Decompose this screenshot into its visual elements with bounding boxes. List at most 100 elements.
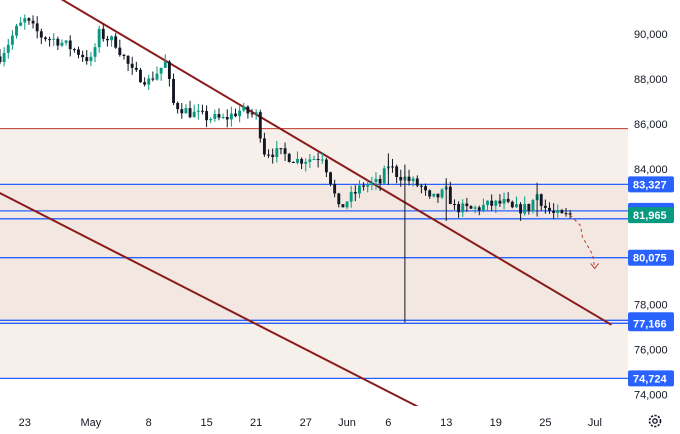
candle-body bbox=[486, 200, 489, 205]
candle-body bbox=[378, 178, 382, 184]
candle-body bbox=[510, 201, 514, 208]
candle-body bbox=[77, 49, 80, 55]
candle-body bbox=[358, 185, 361, 194]
candle-body bbox=[498, 200, 502, 204]
x-tick-label: Jul bbox=[588, 417, 602, 429]
candle-body bbox=[159, 67, 163, 74]
candle-body bbox=[527, 203, 531, 211]
candle-body bbox=[101, 28, 105, 39]
candle-body bbox=[329, 172, 332, 185]
candle-body bbox=[167, 61, 171, 79]
candle-body bbox=[262, 138, 266, 155]
candle-body bbox=[279, 148, 283, 150]
y-tick-label: 74,000 bbox=[634, 390, 668, 402]
y-tick-label: 76,000 bbox=[634, 345, 668, 357]
candle-body bbox=[234, 113, 237, 117]
candle-body bbox=[19, 22, 23, 26]
candle-body bbox=[64, 40, 68, 43]
candle-body bbox=[130, 63, 134, 68]
gear-icon[interactable] bbox=[648, 414, 662, 428]
candle-body bbox=[382, 168, 386, 184]
candle-body bbox=[415, 178, 419, 186]
level-badge-4: 80,075 bbox=[633, 253, 667, 265]
x-tick-label: 8 bbox=[146, 417, 152, 429]
x-tick-label: Jun bbox=[338, 417, 356, 429]
candle-body bbox=[366, 184, 370, 187]
y-tick-label: 88,000 bbox=[634, 74, 668, 86]
candle-body bbox=[184, 108, 188, 114]
candle-body bbox=[180, 109, 184, 114]
candle-body bbox=[172, 78, 175, 104]
x-tick-label: May bbox=[81, 417, 102, 429]
candle-body bbox=[316, 159, 320, 161]
candle-body bbox=[254, 112, 258, 114]
candle-body bbox=[523, 203, 527, 214]
candle-body bbox=[122, 54, 126, 57]
gear-teeth bbox=[648, 414, 662, 428]
candle-body bbox=[440, 189, 444, 198]
candle-body bbox=[461, 203, 465, 213]
level-badge-1: 83,327 bbox=[633, 179, 667, 191]
candle-body bbox=[399, 176, 403, 181]
candles-group bbox=[0, 14, 572, 323]
candle-body bbox=[469, 206, 473, 209]
candle-body bbox=[432, 193, 436, 197]
level-badge-6: 77,166 bbox=[633, 318, 667, 330]
candle-body bbox=[35, 23, 39, 32]
level-badge-6-bg bbox=[628, 315, 674, 332]
candle-body bbox=[515, 204, 518, 208]
candle-body bbox=[283, 148, 287, 154]
candle-body bbox=[188, 108, 192, 118]
candle-body bbox=[539, 194, 543, 206]
candle-body bbox=[163, 61, 167, 68]
x-tick-label: 13 bbox=[440, 417, 452, 429]
candle-body bbox=[370, 181, 374, 185]
y-tick-label: 84,000 bbox=[634, 164, 668, 176]
candle-body bbox=[308, 159, 312, 162]
candle-body bbox=[196, 110, 200, 112]
candle-body bbox=[89, 56, 93, 62]
candle-body bbox=[192, 111, 196, 118]
candle-body bbox=[391, 166, 394, 168]
candle-body bbox=[27, 18, 31, 21]
candle-body bbox=[506, 198, 510, 202]
candle-body bbox=[60, 42, 64, 46]
candle-body bbox=[221, 117, 225, 119]
candle-body bbox=[552, 210, 556, 213]
candle-body bbox=[304, 161, 308, 164]
candle-body bbox=[10, 35, 14, 45]
candle-body bbox=[564, 213, 568, 215]
candle-body bbox=[312, 159, 316, 161]
candle-body bbox=[6, 44, 10, 53]
candle-body bbox=[424, 186, 427, 191]
candle-body bbox=[477, 207, 481, 211]
candle-body bbox=[15, 25, 18, 36]
candle-body bbox=[56, 38, 60, 46]
trendline-1 bbox=[0, 191, 431, 414]
candle-body bbox=[225, 117, 229, 120]
candle-body bbox=[494, 200, 498, 206]
candle-body bbox=[139, 69, 142, 83]
candle-body bbox=[300, 158, 304, 164]
x-tick-label: 6 bbox=[385, 417, 391, 429]
candle-body bbox=[353, 192, 357, 194]
projection-path bbox=[569, 214, 596, 269]
candle-body bbox=[531, 200, 535, 211]
candle-body bbox=[250, 113, 254, 115]
x-tick-label: 27 bbox=[300, 417, 312, 429]
candle-body bbox=[490, 200, 494, 206]
candle-body bbox=[23, 18, 27, 23]
candle-body bbox=[411, 178, 415, 182]
candle-body bbox=[345, 201, 349, 208]
candle-body bbox=[374, 178, 378, 182]
candle-body bbox=[44, 37, 47, 40]
candle-body bbox=[349, 192, 353, 202]
candle-body bbox=[337, 193, 341, 205]
candle-body bbox=[258, 112, 262, 139]
candle-body bbox=[118, 47, 122, 55]
candle-body bbox=[205, 111, 209, 121]
y-tick-label: 78,000 bbox=[634, 300, 668, 312]
current-price-badge: 81,965 bbox=[633, 210, 667, 222]
